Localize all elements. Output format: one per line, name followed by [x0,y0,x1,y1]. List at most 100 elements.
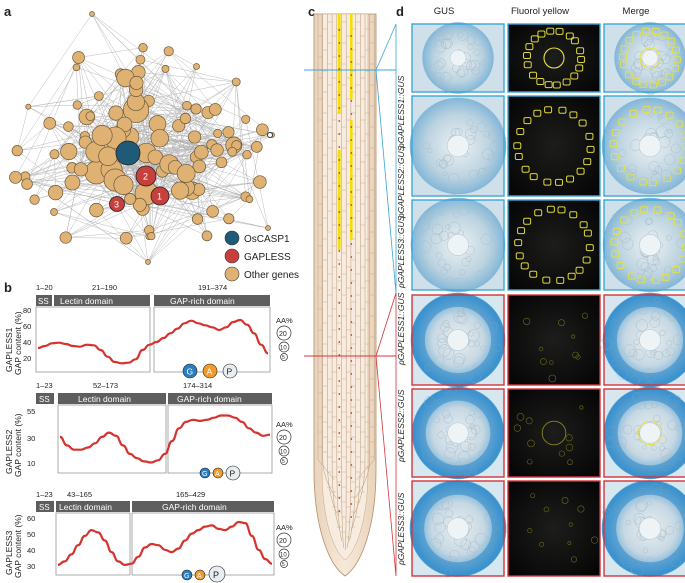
network-edge [138,72,237,83]
aa-badges-gapless2: G A P [199,465,241,481]
faint-cell [565,443,574,452]
cell-outline [621,238,634,250]
cell-outline [619,231,631,243]
red-dot [350,516,353,518]
ss-label: SS [38,297,49,306]
red-dot [338,211,341,213]
network-nodes: 21 3 [9,11,275,265]
suberin-cell [514,239,523,247]
suberin-cell [639,206,648,214]
lectin-label: Lectin domain [59,502,112,512]
panel-label-d: d [396,4,404,19]
cell-outline [419,240,432,253]
suberin-cell [625,36,634,44]
red-dot [338,367,341,369]
suberin-cell [529,71,538,79]
red-dot [350,139,353,141]
cell-outline [629,349,638,358]
micrograph-frame [603,388,685,478]
faint-cell [543,506,550,513]
suberin-cell [576,167,585,175]
micrograph-frame [507,480,601,577]
cell-outline [622,424,633,435]
cell-outline [676,238,685,249]
suberin-cell [552,81,561,89]
suberin-cell [612,227,621,235]
cell-outline [660,448,672,460]
suberin-cell [544,81,553,89]
cell-outline [674,425,680,431]
gene-node [192,159,206,174]
ylabel-gene: GAPLESS1 [4,327,14,372]
red-dot [338,380,341,382]
cell-file [341,14,344,548]
suberin-cell [543,178,552,186]
gene-node [63,121,74,132]
cell-outline [655,420,662,427]
cell-outline [473,34,485,46]
red-dot [350,178,353,180]
gene-node [150,129,169,148]
red-dot [350,61,353,63]
suberin-cell [565,32,574,40]
ytick: 60 [23,322,31,331]
suberin-cell [566,175,575,183]
red-dot [350,412,353,414]
gene-node [210,143,224,157]
suberin-cell [648,179,657,187]
aa-badges-gapless1: G A P [182,363,238,379]
ytick: 55 [27,407,35,416]
cell-file [336,14,342,541]
cell-outline [659,444,666,452]
network-edge [77,104,202,153]
suberin-cell [557,206,566,214]
ytick: 50 [27,530,35,539]
lectin-bar [56,501,130,512]
cell-outline [441,84,450,94]
gap-range: 191–374 [198,283,227,292]
red-dot [350,35,353,37]
legend-label-oscasp1: OsCASP1 [244,234,290,245]
cell-outline [650,401,658,409]
cell-outline [476,122,487,132]
gene-node [64,174,81,191]
cell-outline [465,515,474,524]
gene-node [231,77,241,87]
network-edge [116,81,237,205]
network-edge [147,218,198,263]
gene-node [227,146,238,157]
cell-outline [473,206,481,215]
micrograph-tile [508,200,600,290]
suberin-cell [609,140,618,148]
lectin-bar [58,393,166,404]
network-edge [147,154,248,263]
network-edge [28,95,99,107]
cell-outline [482,148,495,161]
micrograph-frame [411,480,505,577]
network-edge [147,190,181,263]
suberin-cell [517,227,526,235]
faint-cell [527,439,535,448]
red-dot [350,269,353,271]
cell-file [349,14,356,541]
cell-outline [441,28,454,41]
network-edge [235,81,250,200]
suberin-cell [583,158,592,166]
faint-cell [523,317,531,325]
gene-node [113,174,134,196]
cell-outline [453,211,460,218]
cell-outline [437,498,450,511]
panel-label-c: c [308,4,315,19]
svg-text:P: P [230,469,236,479]
cell-outline [667,419,678,431]
column-header-fluorol: Fluorol yellow [511,6,569,17]
cell-outline [459,458,467,466]
red-dot [338,250,341,252]
red-dot [338,263,341,265]
stele [638,517,662,540]
cell-outline [666,339,673,346]
network-edge [15,177,118,205]
cell-outline [442,348,455,360]
suberin-cell [570,72,579,80]
gene-node [161,64,170,73]
